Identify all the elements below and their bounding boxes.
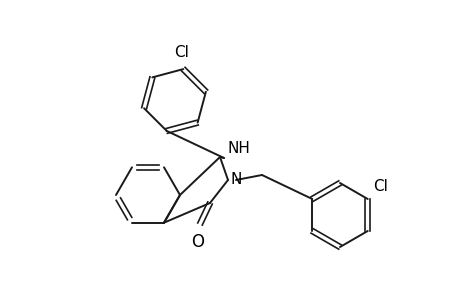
Text: Cl: Cl [372, 179, 387, 194]
Text: Cl: Cl [174, 45, 188, 60]
Text: O: O [191, 233, 204, 251]
Text: N: N [230, 172, 242, 188]
Text: NH: NH [228, 140, 250, 155]
